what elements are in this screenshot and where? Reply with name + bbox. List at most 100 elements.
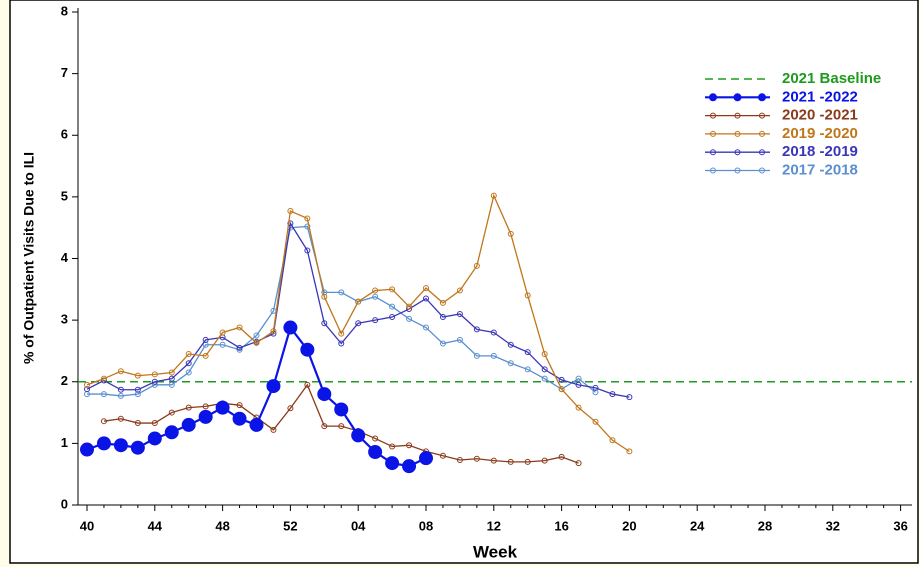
data-point [147, 431, 162, 446]
y-tick-label: 8 [61, 3, 68, 18]
legend-label: 2017 -2018 [782, 161, 858, 178]
y-tick-label: 5 [61, 188, 68, 203]
data-point [304, 247, 311, 254]
y-tick-label: 2 [61, 373, 68, 388]
data-point [456, 457, 463, 464]
legend-marker [734, 130, 741, 137]
series-line [86, 193, 630, 452]
x-tick-label: 08 [419, 518, 433, 533]
data-point [351, 428, 366, 443]
data-point [389, 443, 396, 450]
x-tick-label: 44 [148, 518, 163, 533]
x-tick-label: 20 [622, 518, 636, 533]
data-point [185, 369, 192, 376]
data-point [198, 409, 213, 424]
data-point [439, 340, 446, 347]
data-point [473, 455, 480, 462]
data-point [185, 404, 192, 411]
y-tick-label: 6 [61, 127, 68, 142]
data-point [406, 315, 413, 322]
data-point [558, 386, 565, 393]
data-point [575, 381, 582, 388]
data-point [151, 420, 158, 427]
data-point [338, 289, 345, 296]
legend-label: 2020 -2021 [782, 107, 858, 124]
legend-marker [759, 130, 765, 137]
data-point [321, 293, 328, 300]
series-line [86, 221, 630, 398]
data-point [490, 192, 497, 199]
legend-label: 2019 -2020 [782, 125, 858, 142]
data-point [287, 405, 294, 412]
data-point [236, 324, 243, 331]
y-axis-label: % of Outpatient Visits Due to ILI [21, 152, 37, 364]
data-point [84, 381, 90, 388]
data-point [524, 292, 531, 299]
y-tick-label: 1 [61, 435, 68, 450]
legend-marker [759, 112, 765, 119]
data-point [423, 324, 429, 331]
data-point [266, 379, 281, 394]
data-point [372, 435, 379, 442]
x-tick-label: 32 [826, 518, 840, 533]
data-point [134, 386, 141, 393]
data-point [541, 457, 548, 464]
x-tick-label: 36 [893, 518, 907, 533]
data-point [524, 349, 531, 356]
y-tick-label: 3 [61, 312, 68, 327]
data-point [419, 451, 433, 466]
legend-marker [709, 93, 717, 102]
legend-label: 2018 -2019 [782, 143, 858, 160]
data-point [202, 352, 209, 359]
data-point [84, 386, 90, 393]
legend-marker [734, 149, 741, 156]
legend-marker [734, 167, 741, 174]
data-point [168, 409, 175, 416]
legend-label: 2021 -2022 [782, 88, 858, 105]
legend-marker [710, 130, 716, 137]
legend-marker [710, 149, 716, 156]
data-point [402, 459, 417, 474]
x-tick-label: 24 [690, 518, 705, 533]
data-point [96, 436, 111, 451]
data-point [202, 403, 209, 410]
data-point [117, 386, 124, 393]
data-point [181, 417, 196, 432]
data-point [473, 326, 480, 333]
data-point [456, 287, 463, 294]
data-point [558, 453, 565, 460]
data-point [134, 391, 141, 398]
data-point [541, 351, 548, 358]
data-point [113, 438, 128, 453]
legend-marker [759, 167, 765, 174]
data-point [236, 344, 243, 351]
data-point [355, 320, 362, 327]
data-point [151, 371, 158, 378]
data-point [117, 415, 124, 422]
data-point [609, 437, 616, 444]
data-point [80, 442, 94, 457]
legend-label: 2021 Baseline [782, 70, 881, 87]
data-point [372, 287, 379, 294]
data-point [164, 425, 179, 440]
data-point [304, 381, 311, 388]
data-point [490, 329, 497, 336]
data-point [389, 286, 396, 293]
data-point [524, 458, 531, 465]
data-point [287, 220, 294, 227]
data-point [524, 366, 531, 373]
data-point [117, 368, 124, 375]
x-tick-label: 16 [554, 518, 568, 533]
x-tick-label: 28 [758, 518, 772, 533]
data-point [134, 420, 141, 427]
data-point [507, 360, 514, 367]
data-point [592, 389, 599, 396]
x-tick-label: 12 [487, 518, 501, 533]
data-point [270, 328, 277, 335]
data-point [100, 375, 107, 382]
legend-marker [759, 149, 765, 156]
data-point [317, 387, 332, 402]
data-point [372, 293, 379, 300]
